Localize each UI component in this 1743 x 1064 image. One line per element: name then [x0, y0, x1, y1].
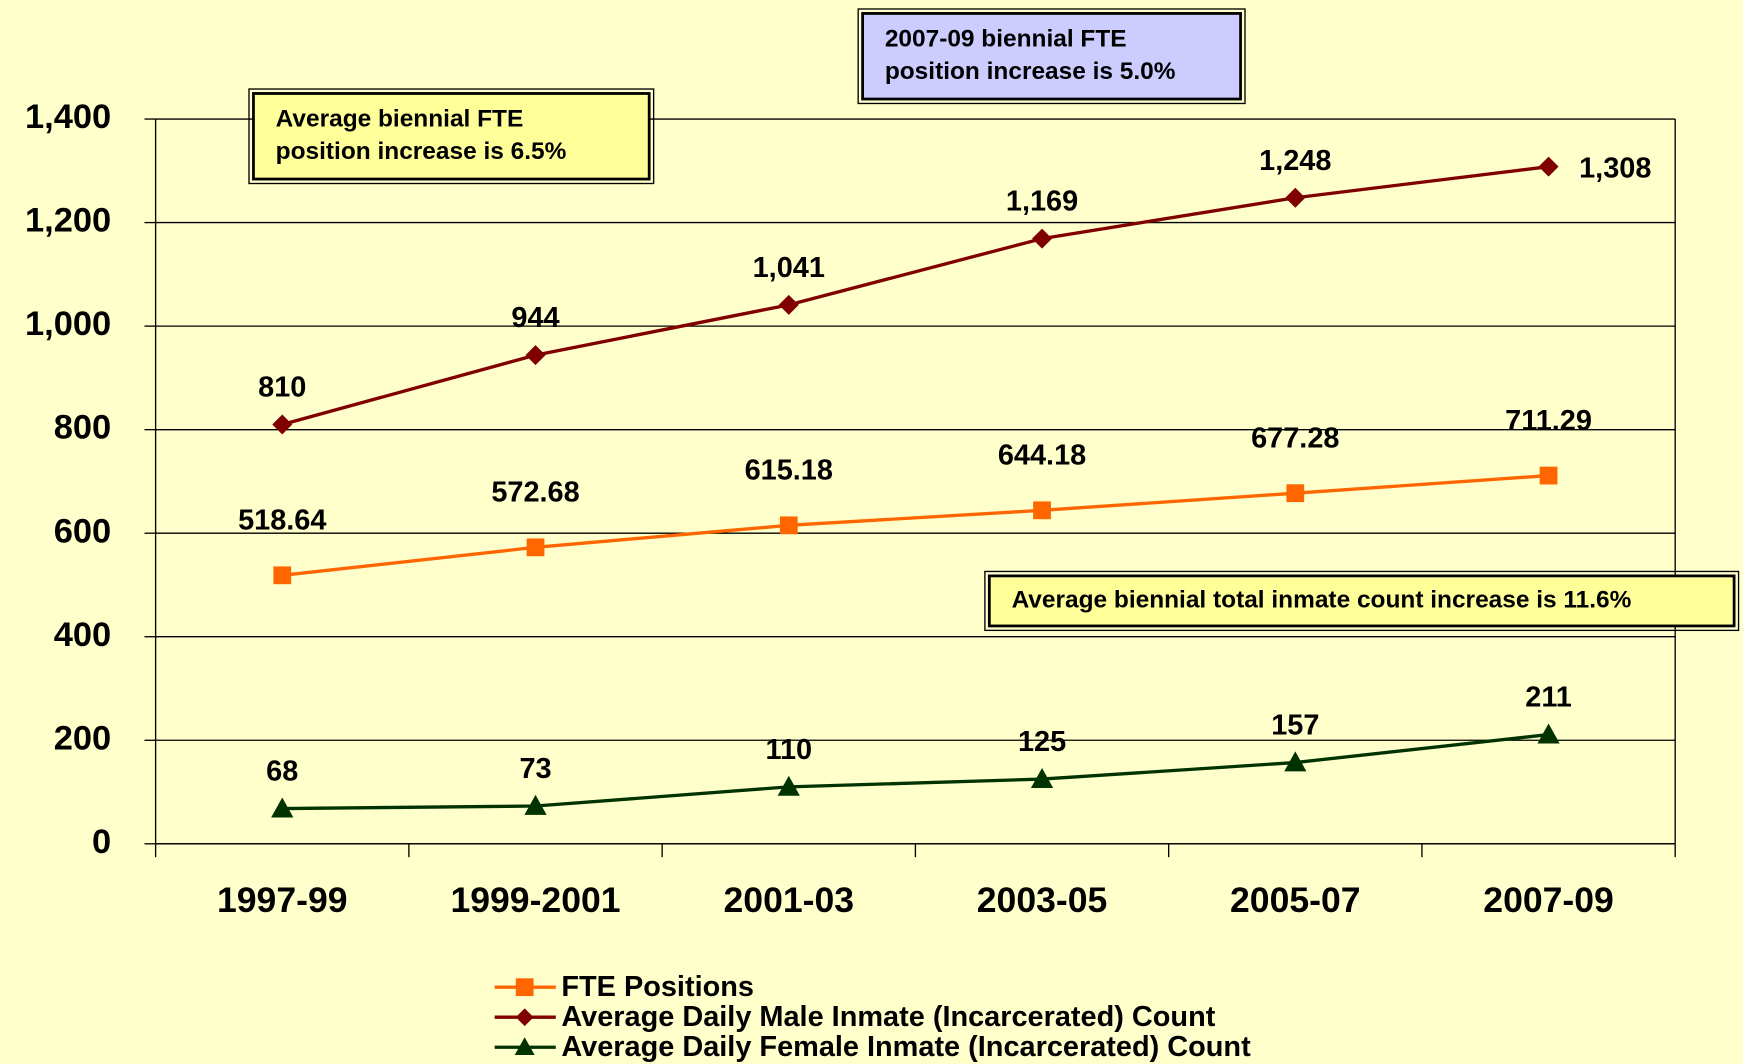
- marker: [1030, 767, 1054, 788]
- x-tick-label: 1997-99: [217, 880, 348, 920]
- marker: [525, 345, 546, 366]
- annotation-box: [248, 88, 655, 185]
- annotation-text: 2007-09 biennial FTE: [885, 26, 1127, 53]
- marker: [1539, 466, 1558, 485]
- x-tick-label: 2007-09: [1483, 880, 1614, 920]
- y-tick-label: 0: [92, 823, 111, 861]
- x-tick-label: 2005-07: [1230, 880, 1361, 920]
- marker: [526, 538, 545, 557]
- y-tick-label: 600: [54, 512, 111, 550]
- marker: [514, 1037, 535, 1056]
- y-tick-label: 400: [54, 616, 111, 654]
- y-tick-label: 800: [54, 409, 111, 447]
- marker: [515, 978, 534, 997]
- y-tick-label: 1,200: [25, 202, 111, 240]
- data-label: 572.68: [491, 477, 579, 509]
- legend-item: FTE Positions: [494, 971, 754, 1003]
- data-label: 944: [511, 302, 559, 334]
- data-label: 211: [1525, 682, 1572, 714]
- marker: [777, 775, 800, 796]
- data-label: 711.29: [1505, 405, 1592, 437]
- data-label: 518.64: [238, 505, 326, 537]
- marker: [1033, 501, 1051, 520]
- legend-label: Average Daily Female Inmate (Incarcerate…: [561, 1031, 1251, 1063]
- annotation-text: position increase is 5.0%: [885, 58, 1176, 85]
- annotation-box: [987, 574, 1736, 628]
- data-label: 68: [266, 756, 298, 788]
- annotation-box: [861, 12, 1242, 101]
- annotation-text: Average biennial FTE: [276, 106, 524, 133]
- marker: [1538, 156, 1559, 177]
- marker: [1286, 484, 1305, 503]
- marker: [524, 794, 547, 815]
- data-label: 157: [1271, 710, 1319, 742]
- data-label: 677.28: [1251, 422, 1339, 454]
- data-label: 644.18: [998, 440, 1086, 472]
- data-label: 73: [519, 753, 551, 785]
- y-tick-label: 1,000: [25, 305, 111, 343]
- data-label: 1,248: [1259, 145, 1331, 177]
- series-line: [282, 473, 1549, 577]
- data-label: 110: [765, 734, 812, 766]
- legend-label: Average Daily Male Inmate (Incarcerated)…: [561, 1001, 1215, 1033]
- data-label: 1,169: [1006, 186, 1078, 218]
- marker: [273, 566, 292, 585]
- marker: [1537, 723, 1560, 744]
- marker: [1032, 228, 1053, 249]
- data-label: 125: [1018, 726, 1066, 758]
- series-line: [281, 165, 1549, 427]
- marker: [1284, 751, 1307, 772]
- y-tick-label: 200: [54, 719, 111, 757]
- x-tick-label: 2003-05: [977, 880, 1108, 920]
- data-label: 615.18: [745, 455, 833, 487]
- annotation-box: [857, 8, 1246, 105]
- marker: [271, 797, 294, 818]
- annotation-box: [984, 570, 1740, 632]
- marker: [1285, 187, 1306, 208]
- legend-item: Average Daily Female Inmate (Incarcerate…: [494, 1031, 1251, 1063]
- x-tick-label: 1999-2001: [450, 880, 620, 920]
- annotation-text: position increase is 6.5%: [276, 138, 567, 165]
- annotation-box: [252, 92, 651, 181]
- data-label: 810: [258, 372, 306, 404]
- series-line: [282, 732, 1549, 811]
- data-label: 1,041: [753, 252, 825, 284]
- x-tick-label: 2001-03: [724, 880, 855, 920]
- legend-label: FTE Positions: [561, 971, 754, 1003]
- data-label: 1,308: [1579, 153, 1651, 185]
- legend-item: Average Daily Male Inmate (Incarcerated)…: [494, 1001, 1216, 1033]
- y-tick-label: 1,400: [25, 98, 111, 136]
- annotation-text: Average biennial total inmate count incr…: [1012, 586, 1632, 613]
- marker: [779, 516, 798, 535]
